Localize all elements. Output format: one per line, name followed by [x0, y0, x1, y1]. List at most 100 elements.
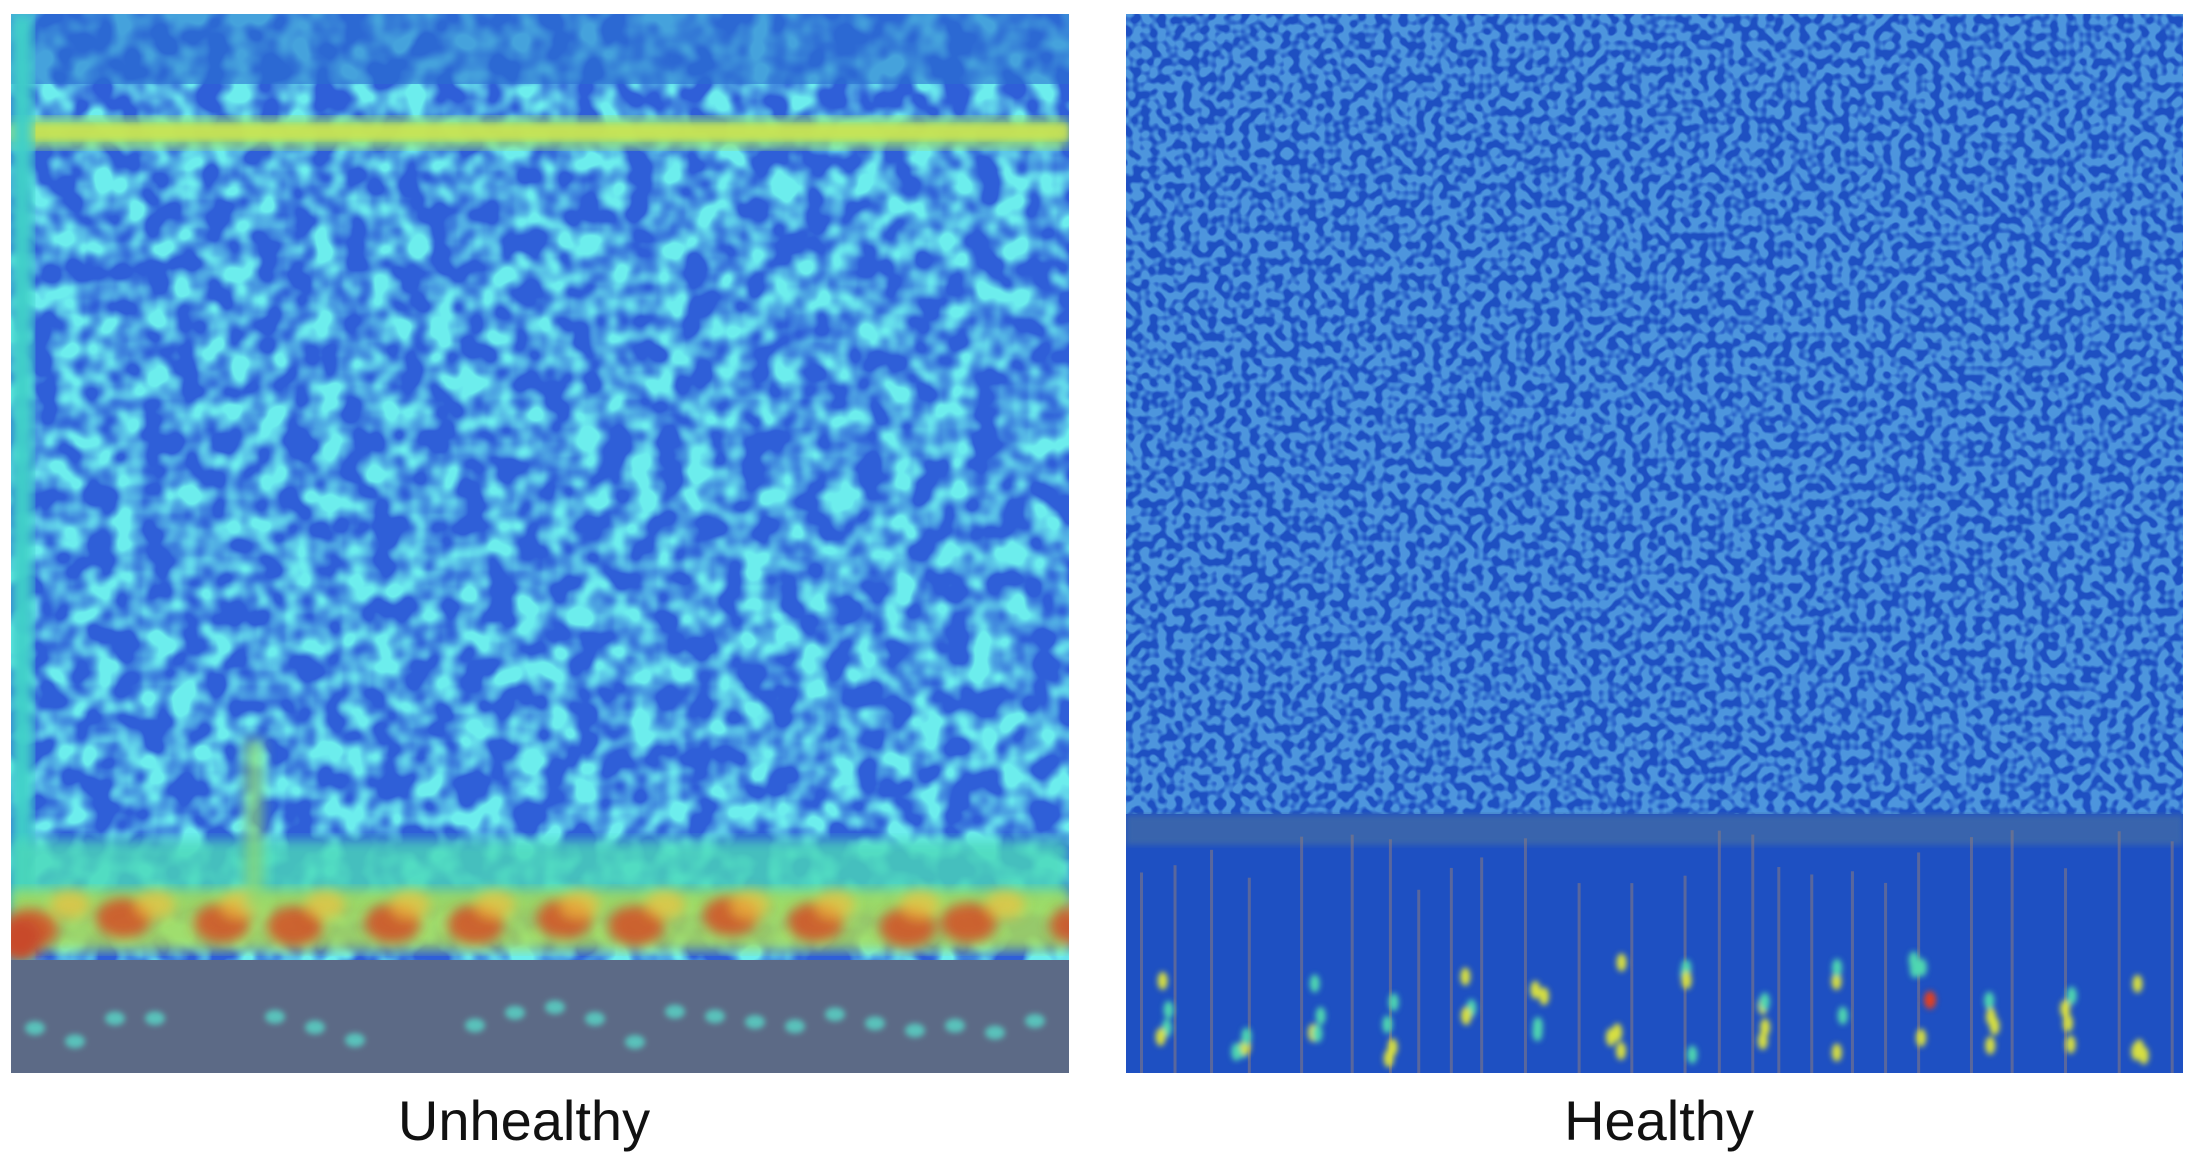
texture [1924, 991, 1936, 1009]
texture [705, 1009, 725, 1024]
texture [11, 918, 42, 962]
texture [1612, 1023, 1623, 1042]
texture [1831, 1043, 1842, 1062]
texture [2065, 1035, 2076, 1054]
texture [2170, 841, 2174, 1073]
texture [1837, 1006, 1848, 1025]
texture [1616, 953, 1627, 972]
texture [1884, 882, 1888, 1073]
texture [1157, 971, 1168, 990]
texture [545, 1000, 565, 1015]
texture [1909, 960, 1920, 979]
texture [1969, 837, 1973, 1073]
texture [1917, 852, 1921, 1073]
texture [1539, 987, 1550, 1006]
texture [65, 1034, 85, 1049]
caption: Unhealthy [398, 1089, 650, 1152]
texture [945, 1018, 965, 1033]
texture [985, 1025, 1005, 1040]
texture [1615, 1042, 1626, 1061]
texture [1810, 874, 1814, 1073]
texture [1717, 830, 1721, 1073]
texture [1530, 980, 1541, 999]
texture [1350, 834, 1354, 1073]
texture [1309, 974, 1320, 993]
texture [505, 1005, 525, 1020]
texture [1532, 1016, 1543, 1035]
texture [585, 1011, 605, 1026]
texture [1831, 972, 1842, 991]
texture [625, 1034, 645, 1049]
texture [1984, 991, 1995, 1010]
texture [1388, 839, 1392, 1073]
texture [1025, 1013, 1045, 1028]
texture [940, 902, 997, 943]
texture [985, 891, 1025, 919]
texture [305, 1020, 325, 1035]
texture [1382, 1015, 1393, 1034]
texture [900, 891, 940, 919]
texture [785, 1019, 805, 1034]
texture [825, 1007, 845, 1022]
texture [25, 1021, 45, 1036]
texture [1687, 1045, 1698, 1064]
texture [730, 891, 770, 919]
texture [1460, 967, 1471, 986]
texture [1300, 836, 1304, 1073]
texture [2062, 1014, 2073, 1033]
texture [1140, 872, 1143, 1073]
texture [2064, 868, 2068, 1073]
texture [1681, 971, 1692, 990]
texture [1312, 1024, 1323, 1043]
texture [1751, 834, 1755, 1073]
texture [1577, 883, 1581, 1073]
texture [1155, 1027, 1166, 1046]
texture [2132, 974, 2143, 993]
texture [645, 891, 685, 919]
texture [815, 891, 855, 919]
texture [345, 1033, 365, 1048]
texture [1387, 1038, 1398, 1057]
texture [50, 891, 90, 919]
texture [1449, 867, 1453, 1073]
texture [1985, 1007, 1996, 1026]
healthy-spectrogram [1126, 14, 2183, 1073]
texture [105, 1011, 125, 1026]
texture [1985, 1036, 1996, 1055]
texture [1049, 906, 1069, 945]
texture [475, 891, 515, 919]
texture [305, 891, 345, 919]
texture [2010, 830, 2014, 1073]
texture [390, 891, 430, 919]
texture [1163, 1000, 1174, 1019]
texture [266, 906, 323, 947]
texture [465, 1018, 485, 1033]
texture [2060, 999, 2071, 1018]
texture [1210, 849, 1214, 1073]
texture [2131, 1042, 2142, 1061]
texture [1173, 865, 1177, 1073]
texture [1777, 867, 1781, 1073]
texture [245, 740, 263, 910]
texture [1916, 1028, 1927, 1047]
texture [1070, 891, 1110, 919]
texture [1247, 877, 1251, 1073]
texture [865, 1016, 885, 1031]
texture [135, 891, 175, 919]
texture [745, 1014, 765, 1029]
unhealthy-spectrogram [11, 14, 1110, 1073]
texture [1461, 1007, 1472, 1026]
texture [905, 1023, 925, 1038]
texture [1757, 1031, 1768, 1050]
texture [1832, 958, 1843, 977]
texture [665, 1004, 685, 1019]
texture [2066, 986, 2077, 1005]
texture [1480, 857, 1484, 1073]
texture [265, 1009, 285, 1024]
texture [2138, 1046, 2149, 1065]
texture [1315, 1006, 1326, 1025]
texture [2117, 831, 2121, 1073]
texture [1630, 883, 1634, 1073]
